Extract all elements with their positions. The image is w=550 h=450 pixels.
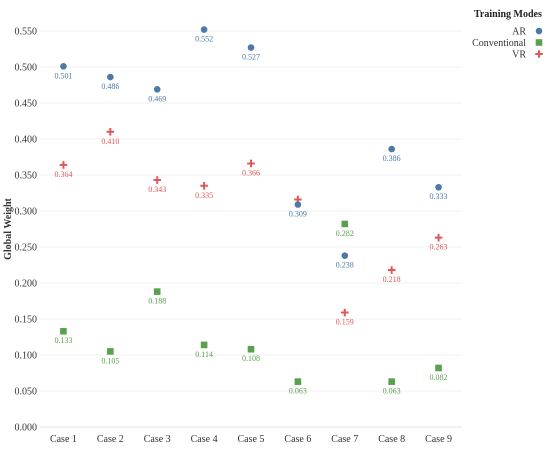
x-tick-label: Case 7	[331, 434, 358, 445]
legend-marker-ar	[535, 27, 543, 35]
point-ar	[107, 73, 114, 81]
y-tick-label: 0.250	[15, 243, 38, 254]
x-tick-label: Case 4	[191, 434, 218, 445]
data-label: 0.282	[336, 229, 354, 238]
data-label: 0.552	[195, 35, 213, 44]
x-tick-label: Case 3	[144, 434, 171, 445]
y-tick-label: 0.000	[15, 423, 38, 434]
data-label: 0.527	[242, 53, 260, 62]
data-label: 0.410	[101, 137, 119, 146]
point-ar	[435, 183, 442, 191]
y-axis-title: Global Weight	[3, 197, 14, 259]
y-axis-ticks: 0.000 0.050 0.100 0.150 0.200 0.250 0.300 0.350…	[15, 27, 38, 434]
data-label: 0.469	[148, 94, 166, 103]
x-tick-label: Case 9	[425, 434, 452, 445]
grid-lines	[40, 30, 462, 428]
data-label: 0.386	[383, 154, 401, 163]
point-ar	[200, 26, 208, 33]
point-ar	[294, 201, 302, 208]
point-conventional	[341, 220, 349, 228]
point-ar	[153, 86, 161, 93]
data-label: 0.108	[242, 354, 260, 363]
y-tick-label: 0.500	[15, 63, 38, 74]
point-vr	[387, 266, 396, 274]
y-tick-label: 0.550	[15, 27, 38, 38]
y-tick-label: 0.450	[15, 99, 38, 110]
data-label: 0.486	[101, 82, 119, 91]
point-conventional	[294, 378, 302, 385]
point-conventional	[388, 378, 395, 385]
data-label: 0.063	[289, 387, 307, 396]
data-points	[59, 26, 443, 385]
point-conventional	[107, 348, 114, 355]
data-label: 0.309	[289, 210, 307, 219]
point-vr	[59, 161, 68, 169]
data-label: 0.501	[54, 71, 72, 80]
y-tick-label: 0.350	[15, 171, 38, 182]
point-vr	[434, 233, 443, 242]
legend-label: Conventional	[472, 38, 526, 49]
point-ar	[60, 62, 67, 70]
point-conventional	[435, 364, 442, 372]
y-tick-label: 0.150	[15, 315, 38, 326]
data-label: 0.333	[430, 192, 448, 201]
x-tick-label: Case 8	[378, 434, 405, 445]
point-vr	[106, 128, 115, 136]
x-tick-label: Case 5	[238, 434, 265, 445]
data-label: 0.366	[242, 168, 260, 177]
y-tick-label: 0.400	[15, 135, 38, 146]
data-label: 0.105	[101, 356, 119, 365]
data-label: 0.114	[195, 350, 213, 359]
point-conventional	[200, 341, 208, 349]
x-axis-ticks: Case 1 Case 2 Case 3 Case 4 Case 5 Case 6 Case…	[50, 434, 452, 445]
data-label: 0.082	[430, 373, 448, 382]
data-label: 0.335	[195, 191, 213, 200]
data-label: 0.364	[54, 170, 72, 179]
y-tick-label: 0.100	[15, 351, 38, 362]
y-tick-label: 0.050	[15, 387, 38, 398]
point-conventional	[153, 288, 161, 295]
point-ar	[247, 44, 255, 51]
data-label: 0.263	[430, 243, 448, 252]
legend-title: Training Modes	[474, 9, 542, 20]
data-label: 0.159	[336, 318, 354, 327]
legend-marker-conventional	[535, 39, 543, 46]
data-labels: 0.501 0.486 0.469 0.552 0.527 0.309 0.238 0.386…	[54, 35, 447, 396]
x-tick-label: Case 2	[97, 434, 124, 445]
data-label: 0.188	[148, 297, 166, 306]
x-tick-label: Case 6	[284, 434, 311, 445]
data-label: 0.218	[383, 275, 401, 284]
data-label: 0.133	[54, 336, 72, 345]
point-conventional	[247, 345, 255, 353]
point-ar	[388, 145, 395, 153]
point-vr	[153, 176, 162, 184]
legend-label: AR	[512, 27, 526, 38]
y-tick-label: 0.300	[15, 207, 38, 218]
legend-marker-vr	[535, 50, 543, 58]
point-conventional	[60, 327, 67, 335]
data-label: 0.238	[336, 261, 354, 270]
point-vr	[247, 159, 255, 168]
x-tick-label: Case 1	[50, 434, 77, 445]
point-ar	[341, 252, 349, 259]
point-vr	[340, 308, 349, 317]
legend-label: VR	[512, 50, 526, 61]
data-label: 0.063	[383, 387, 401, 396]
point-vr	[200, 182, 208, 190]
data-label: 0.343	[148, 185, 166, 194]
y-tick-label: 0.200	[15, 279, 38, 290]
